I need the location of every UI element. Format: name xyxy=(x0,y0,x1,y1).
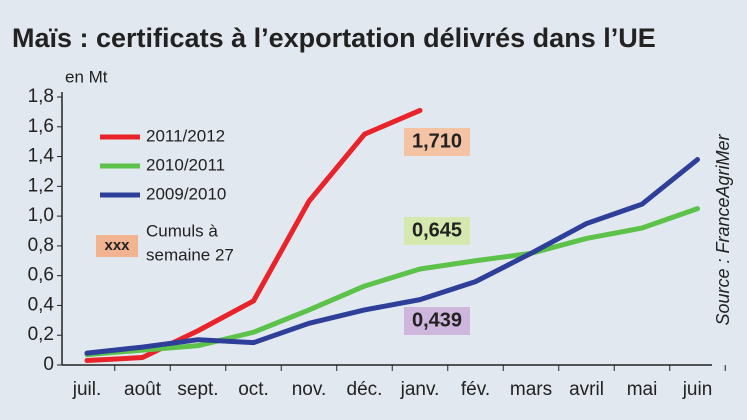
y-tick-label: 0,6 xyxy=(28,265,54,286)
y-tick-label: 0,4 xyxy=(28,294,55,315)
x-tick-label: mai xyxy=(627,379,658,400)
annotation-box xyxy=(404,217,470,245)
series-line xyxy=(84,107,423,364)
annotation-box xyxy=(404,307,470,335)
annotation: 0,439 xyxy=(412,309,462,331)
y-tick-label: 0,2 xyxy=(28,324,54,345)
x-tick-label: juin xyxy=(682,379,713,400)
legend-label: 2010/2011 xyxy=(146,155,225,174)
x-tick-label: déc. xyxy=(347,379,383,400)
y-tick-label: 0 xyxy=(43,354,54,375)
x-tick-label: sept. xyxy=(177,379,218,400)
x-tick-label: avril xyxy=(569,379,604,400)
series-line xyxy=(84,157,700,356)
x-tick-label: mars xyxy=(510,379,552,400)
y-tick-label: 1,0 xyxy=(28,205,54,226)
legend-label: 2009/2010 xyxy=(146,184,226,203)
note-text: semaine 27 xyxy=(146,245,234,264)
note-marker: xxx xyxy=(104,237,130,254)
x-tick-label: oct. xyxy=(238,379,269,400)
annotation: 1,710 xyxy=(412,130,462,152)
note-text: Cumuls à xyxy=(146,221,218,240)
y-tick-label: 1,6 xyxy=(28,116,54,137)
x-tick-label: janv. xyxy=(400,379,440,400)
y-tick-label: 1,8 xyxy=(28,86,54,107)
x-tick-label: août xyxy=(124,379,162,400)
y-tick-label: 1,4 xyxy=(28,146,55,167)
x-tick-label: fév. xyxy=(461,379,490,400)
source: Source : FranceAgriMer xyxy=(713,133,733,325)
note-box xyxy=(96,235,138,257)
x-tick-label: juil. xyxy=(72,379,102,400)
series-line xyxy=(84,206,700,358)
legend-label: 2011/2012 xyxy=(146,126,225,145)
chart-title: Maïs : certificats à l’exportation déliv… xyxy=(12,23,656,53)
annotation-box xyxy=(404,128,470,156)
y-tick-label: 1,2 xyxy=(28,175,54,196)
y-tick-label: 0,8 xyxy=(28,235,54,256)
annotation: 0,645 xyxy=(412,219,462,241)
x-tick-label: nov. xyxy=(292,379,327,400)
y-axis-label: en Mt xyxy=(65,67,108,86)
